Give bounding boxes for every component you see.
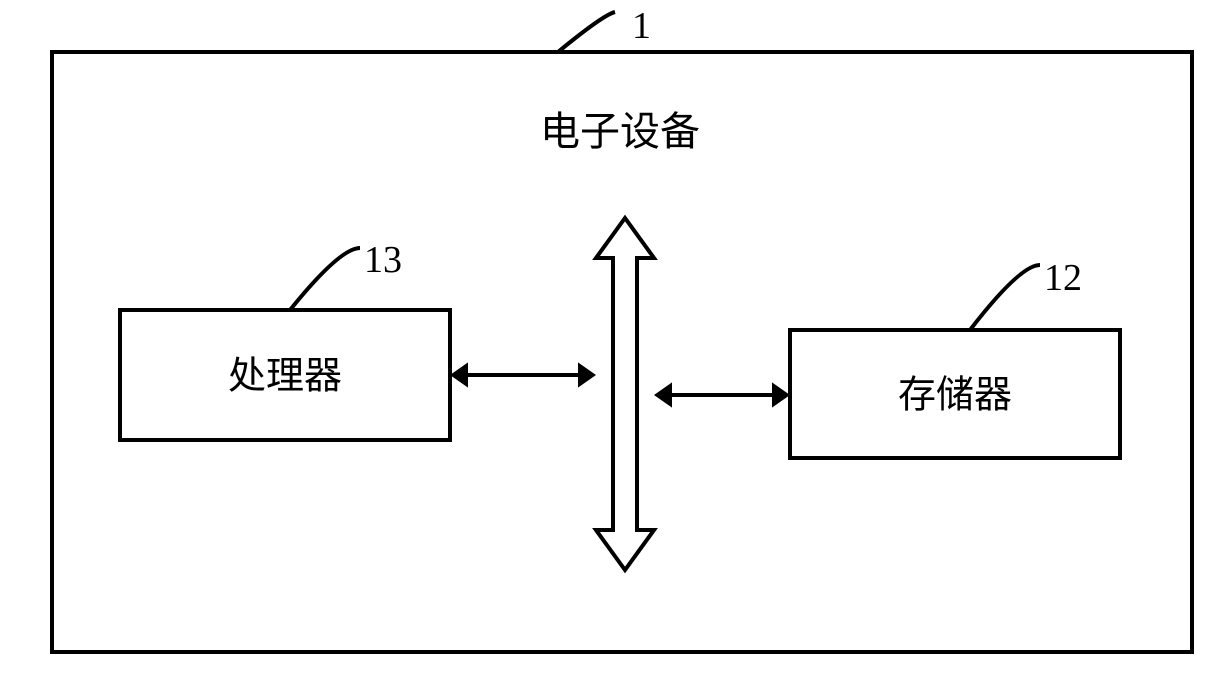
- ref-number-right: 12: [1044, 257, 1082, 299]
- ref-number-left: 13: [364, 239, 402, 281]
- leader-line-outer: [558, 12, 615, 52]
- diagram-title: 电子设备: [540, 109, 700, 154]
- memory-label: 存储器: [898, 374, 1012, 416]
- block-diagram: 1 电子设备 处理器 13 存储器 12: [0, 0, 1227, 689]
- ref-number-outer: 1: [632, 5, 651, 47]
- processor-label: 处理器: [228, 355, 342, 397]
